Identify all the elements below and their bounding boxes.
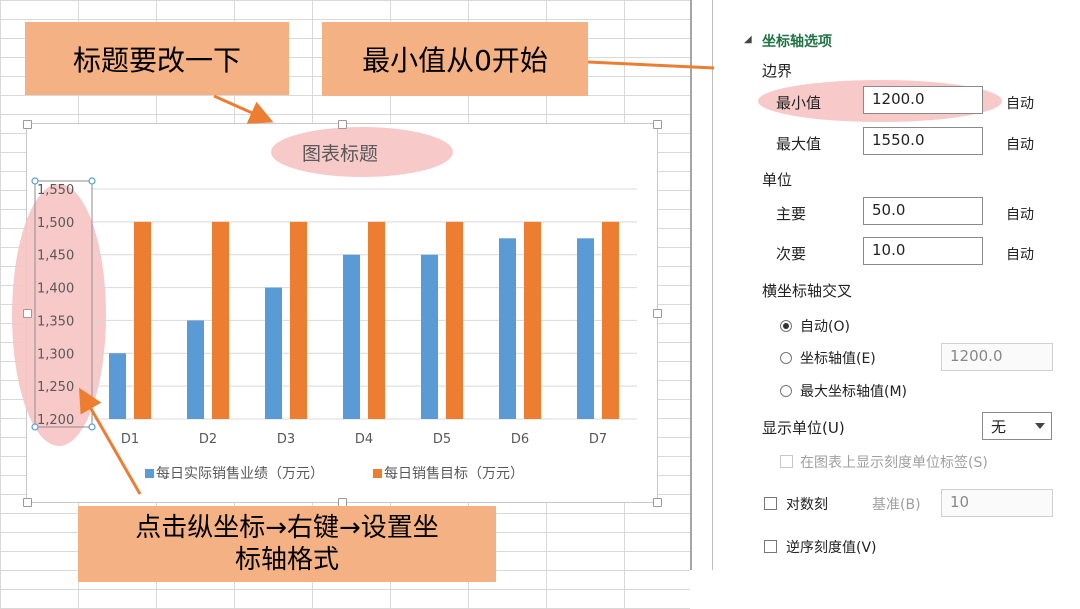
y-tick-label: 1,550 xyxy=(37,183,74,198)
minor-input[interactable]: 10.0 xyxy=(863,237,983,265)
bar-target xyxy=(134,221,151,419)
min-input[interactable]: 1200.0 xyxy=(863,86,983,114)
cross-value-radio[interactable] xyxy=(780,352,792,364)
show-units-checkbox[interactable] xyxy=(780,455,793,468)
log-scale-label[interactable]: 对数刻 xyxy=(786,497,828,513)
note-axis-line2: 标轴格式 xyxy=(234,545,339,575)
major-auto-button[interactable]: 自动 xyxy=(1006,207,1034,223)
resize-handle-tr[interactable] xyxy=(653,120,662,129)
y-tick-label: 1,250 xyxy=(37,380,74,395)
reverse-order-checkbox[interactable] xyxy=(764,540,777,553)
major-input[interactable]: 50.0 xyxy=(863,197,983,225)
bar-actual xyxy=(109,353,126,419)
collapse-triangle-icon[interactable]: ◢ xyxy=(744,34,752,45)
minor-auto-button[interactable]: 自动 xyxy=(1006,247,1034,263)
pane-divider-line xyxy=(712,0,713,570)
min-auto-button[interactable]: 自动 xyxy=(1006,96,1034,112)
note-axis: 点击纵坐标→右键→设置坐 标轴格式 xyxy=(78,506,496,582)
display-units-value: 无 xyxy=(991,418,1007,436)
note-min: 最小值从0开始 xyxy=(322,22,588,96)
max-auto-button[interactable]: 自动 xyxy=(1006,137,1034,153)
y-axis-selection xyxy=(34,180,93,428)
cross-label: 横坐标轴交叉 xyxy=(762,282,853,300)
note-axis-line1: 点击纵坐标→右键→设置坐 xyxy=(135,513,439,543)
x-tick-label: D5 xyxy=(433,432,451,447)
pane-divider[interactable] xyxy=(690,0,692,570)
max-label: 最大值 xyxy=(776,135,822,153)
reverse-order-label[interactable]: 逆序刻度值(V) xyxy=(786,540,877,556)
axis-handle xyxy=(31,177,39,185)
chart-title: 图表标题 xyxy=(302,143,378,165)
x-tick-label: D1 xyxy=(121,432,139,447)
log-base-label: 基准(B) xyxy=(872,497,921,513)
display-units-label: 显示单位(U) xyxy=(762,419,845,437)
bar-target xyxy=(368,221,385,419)
axis-handle xyxy=(31,423,39,431)
legend-swatch xyxy=(145,469,154,478)
x-tick-label: D6 xyxy=(511,432,529,447)
y-tick-label: 1,300 xyxy=(37,347,74,362)
x-tick-label: D7 xyxy=(589,432,607,447)
log-base-input[interactable]: 10 xyxy=(941,489,1053,517)
legend-label: 每日销售目标（万元） xyxy=(384,466,524,482)
bar-actual xyxy=(499,238,516,419)
bar-target xyxy=(446,221,463,419)
bar-target xyxy=(290,221,307,419)
format-axis-panel: ◢ 坐标轴选项 边界 最小值 1200.0 自动 最大值 1550.0 自动 单… xyxy=(714,0,1080,609)
major-label: 主要 xyxy=(776,205,807,223)
bar-chart[interactable]: 图表标题 1,550 1,500 1,450 1,400 1,350 1,300 1,250 1… xyxy=(27,124,657,502)
axis-handle xyxy=(88,177,96,185)
cross-auto-label[interactable]: 自动(O) xyxy=(800,319,850,335)
chart-area[interactable]: 图表标题 1,550 1,500 1,450 1,400 1,350 1,300 1,250 1… xyxy=(12,120,662,507)
y-tick-label: 1,500 xyxy=(37,216,74,231)
log-scale-checkbox[interactable] xyxy=(764,497,777,510)
axis-handle xyxy=(88,423,96,431)
arrow-to-axis xyxy=(79,387,142,495)
bar-actual xyxy=(265,287,282,419)
y-tick-label: 1,350 xyxy=(37,314,74,329)
max-input[interactable]: 1550.0 xyxy=(863,127,983,155)
y-tick-label: 1,450 xyxy=(37,249,74,264)
show-units-label[interactable]: 在图表上显示刻度单位标签(S) xyxy=(800,455,988,471)
arrow-to-title xyxy=(213,94,274,124)
resize-handle-r[interactable] xyxy=(653,309,662,318)
bar-actual xyxy=(187,320,204,419)
chevron-down-icon xyxy=(1035,423,1045,429)
cross-value-input[interactable]: 1200.0 xyxy=(941,343,1053,371)
note-title: 标题要改一下 xyxy=(25,22,289,95)
cross-auto-radio[interactable] xyxy=(780,320,792,332)
resize-handle-tl[interactable] xyxy=(23,120,32,129)
units-label: 单位 xyxy=(762,171,793,189)
cross-max-radio[interactable] xyxy=(780,385,792,397)
note-title-text: 标题要改一下 xyxy=(72,43,241,77)
resize-handle-t[interactable] xyxy=(338,120,347,129)
cross-value-label[interactable]: 坐标轴值(E) xyxy=(800,351,876,367)
display-units-select[interactable]: 无 xyxy=(982,412,1052,440)
x-tick-label: D2 xyxy=(199,432,217,447)
bar-target xyxy=(524,221,541,419)
bar-target xyxy=(602,221,619,419)
min-label: 最小值 xyxy=(776,94,822,112)
resize-handle-br[interactable] xyxy=(653,498,662,507)
y-tick-label: 1,400 xyxy=(37,282,74,297)
cross-max-label[interactable]: 最大坐标轴值(M) xyxy=(800,384,908,400)
bar-target xyxy=(212,221,229,419)
bar-actual xyxy=(577,238,594,419)
section-title[interactable]: 坐标轴选项 xyxy=(762,34,832,50)
resize-handle-bl[interactable] xyxy=(23,498,32,507)
title-highlight xyxy=(271,127,453,177)
minor-label: 次要 xyxy=(776,245,807,263)
x-tick-label: D4 xyxy=(355,432,373,447)
legend-swatch xyxy=(373,469,382,478)
x-tick-label: D3 xyxy=(277,432,295,447)
bounds-label: 边界 xyxy=(762,62,793,80)
bar-actual xyxy=(421,254,438,419)
legend-label: 每日实际销售业绩（万元） xyxy=(156,466,324,482)
y-tick-label: 1,200 xyxy=(37,413,74,428)
bar-actual xyxy=(343,254,360,419)
note-min-text: 最小值从0开始 xyxy=(362,44,548,77)
resize-handle-l[interactable] xyxy=(23,309,32,318)
